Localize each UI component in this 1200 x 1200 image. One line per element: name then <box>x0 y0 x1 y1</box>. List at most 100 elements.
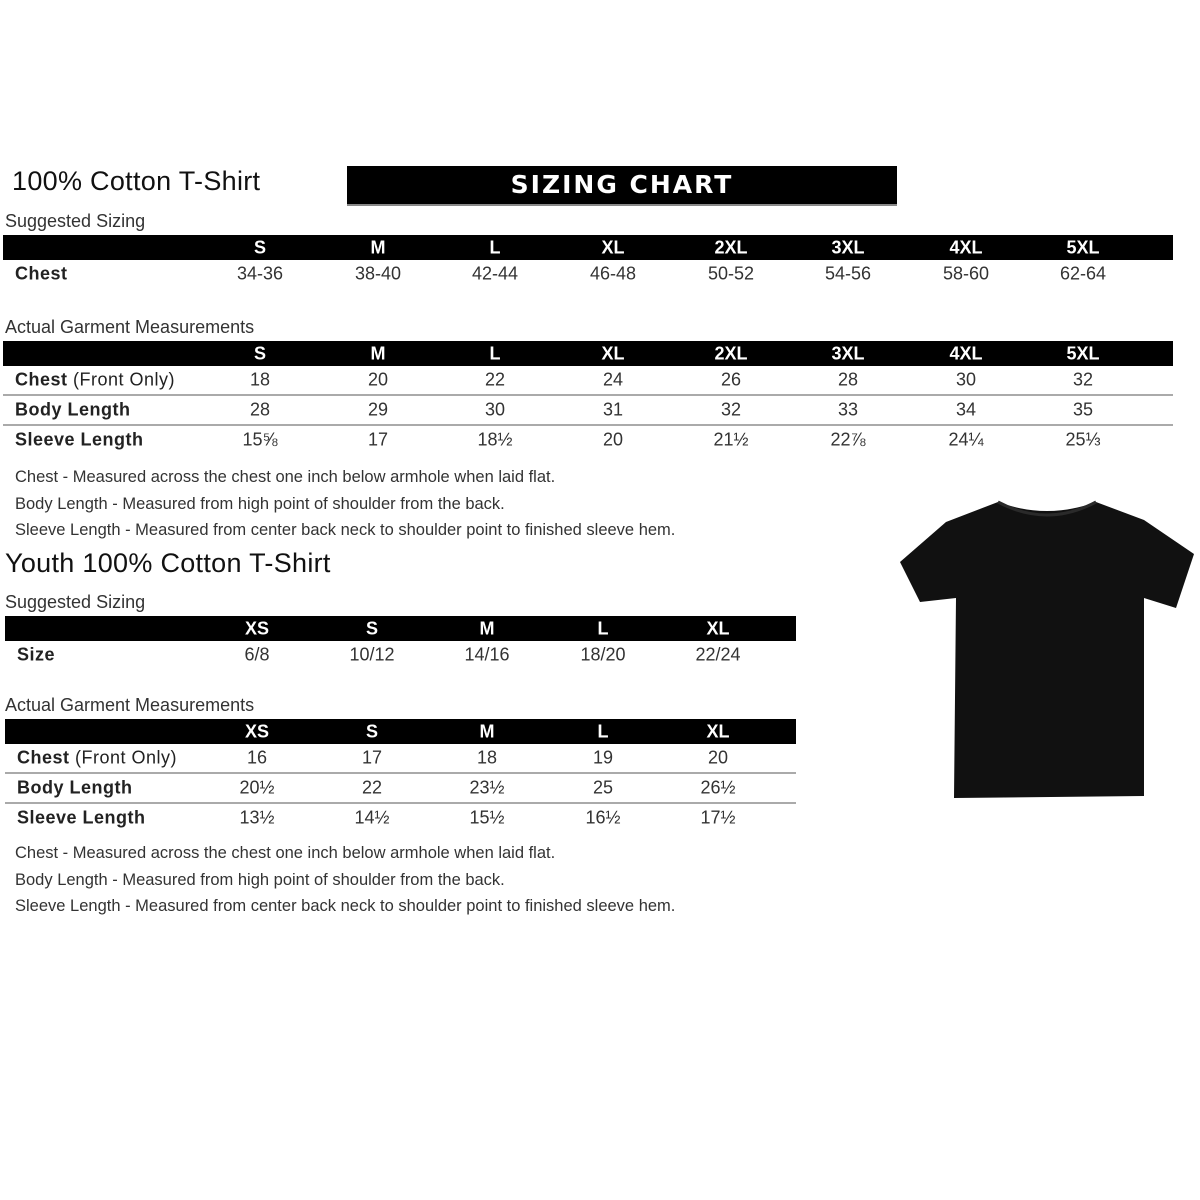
row-label: Body Length <box>15 400 131 421</box>
row-label-text: Size <box>17 644 56 665</box>
size-header-l: L <box>597 721 609 741</box>
size-header-s: S <box>253 237 267 257</box>
size-header-s: S <box>365 721 379 741</box>
adult-notes: Chest - Measured across the chest one in… <box>15 464 675 544</box>
table-row: Body Length 28 29 30 31 32 33 34 35 <box>3 396 1173 426</box>
table-cell: 17½ <box>700 807 736 828</box>
row-label: Chest <box>15 264 68 285</box>
table-cell: 26 <box>720 369 742 390</box>
table-cell: 29 <box>367 399 389 420</box>
table-cell: 22 <box>484 369 506 390</box>
table-cell: 14½ <box>354 807 390 828</box>
size-header-xl: XL <box>601 237 625 257</box>
table-cell: 42-44 <box>471 263 519 284</box>
size-header-3xl: 3XL <box>831 343 865 363</box>
table-cell: 46-48 <box>589 263 637 284</box>
note-line: Chest - Measured across the chest one in… <box>15 844 556 862</box>
row-label-text: Chest <box>17 747 70 768</box>
table-row: Chest 34-36 38-40 42-44 46-48 50-52 54-56 58-60… <box>3 260 1173 288</box>
size-header-2xl: 2XL <box>714 343 748 363</box>
table-cell: 30 <box>484 399 506 420</box>
size-header-xl: XL <box>601 343 625 363</box>
size-header-m: M <box>370 237 386 257</box>
table-cell: 18 <box>476 747 498 768</box>
table-cell: 24¼ <box>948 429 984 450</box>
row-label: Chest (Front Only) <box>15 370 175 391</box>
size-header-m: M <box>479 618 495 638</box>
table-cell: 24 <box>602 369 624 390</box>
size-header-m: M <box>479 721 495 741</box>
row-label: Sleeve Length <box>15 430 144 451</box>
youth-actual-label: Actual Garment Measurements <box>5 695 255 715</box>
adult-actual-label: Actual Garment Measurements <box>5 317 255 337</box>
size-header-row: XS S M L XL <box>5 719 796 744</box>
table-cell: 32 <box>1072 369 1094 390</box>
table-cell: 34 <box>955 399 977 420</box>
size-header-5xl: 5XL <box>1066 237 1100 257</box>
table-cell: 20½ <box>239 777 275 798</box>
table-cell: 20 <box>367 369 389 390</box>
table-cell: 62-64 <box>1059 263 1107 284</box>
adult-actual-table: S M L XL 2XL 3XL 4XL 5XL Chest (Front Only) 18 20 2… <box>3 341 1173 454</box>
table-cell: 30 <box>955 369 977 390</box>
row-label-text: Body Length <box>15 399 131 420</box>
youth-suggested-label: Suggested Sizing <box>5 592 146 612</box>
table-cell: 33 <box>837 399 859 420</box>
table-row: Body Length 20½ 22 23½ 25 26½ <box>5 774 796 804</box>
size-header-4xl: 4XL <box>949 343 983 363</box>
note-line: Sleeve Length - Measured from center bac… <box>15 521 676 539</box>
table-cell: 54-56 <box>824 263 872 284</box>
row-label-text: Chest <box>15 369 68 390</box>
row-label-text: Body Length <box>17 777 133 798</box>
row-label: Sleeve Length <box>17 808 146 829</box>
table-cell: 15⅝ <box>242 429 278 450</box>
size-header-row: XS S M L XL <box>5 616 796 641</box>
table-cell: 26½ <box>700 777 736 798</box>
table-cell: 16½ <box>585 807 621 828</box>
size-header-s: S <box>253 343 267 363</box>
size-header-row: S M L XL 2XL 3XL 4XL 5XL <box>3 235 1173 260</box>
table-cell: 14/16 <box>464 644 510 665</box>
table-cell: 21½ <box>713 429 749 450</box>
size-header-4xl: 4XL <box>949 237 983 257</box>
row-label: Chest (Front Only) <box>17 748 177 769</box>
table-row: Sleeve Length 15⅝ 17 18½ 20 21½ 22⅞ 24¼ 25⅓ <box>3 426 1173 454</box>
table-cell: 28 <box>249 399 271 420</box>
row-label-text: Sleeve Length <box>15 429 144 450</box>
table-row: Sleeve Length 13½ 14½ 15½ 16½ 17½ <box>5 804 796 832</box>
row-label-note: (Front Only) <box>73 369 176 390</box>
note-line: Sleeve Length - Measured from center bac… <box>15 897 676 915</box>
table-cell: 22 <box>361 777 383 798</box>
table-cell: 18½ <box>477 429 513 450</box>
table-cell: 23½ <box>469 777 505 798</box>
youth-suggested-table: XS S M L XL Size 6/8 10/12 14/16 18/20 22/24 <box>5 616 796 669</box>
table-cell: 34-36 <box>236 263 284 284</box>
size-header-m: M <box>370 343 386 363</box>
size-header-xs: XS <box>244 618 270 638</box>
size-header-s: S <box>365 618 379 638</box>
size-header-2xl: 2XL <box>714 237 748 257</box>
table-cell: 15½ <box>469 807 505 828</box>
table-cell: 25⅓ <box>1065 429 1101 450</box>
table-cell: 22⅞ <box>830 429 866 450</box>
size-header-xs: XS <box>244 721 270 741</box>
size-header-5xl: 5XL <box>1066 343 1100 363</box>
table-cell: 18 <box>249 369 271 390</box>
table-cell: 18/20 <box>580 644 626 665</box>
table-cell: 19 <box>592 747 614 768</box>
sizing-chart-banner: SIZING CHART <box>347 166 897 206</box>
table-cell: 17 <box>361 747 383 768</box>
table-cell: 20 <box>602 429 624 450</box>
table-cell: 20 <box>707 747 729 768</box>
table-cell: 22/24 <box>695 644 741 665</box>
table-cell: 58-60 <box>942 263 990 284</box>
size-header-3xl: 3XL <box>831 237 865 257</box>
note-line: Body Length - Measured from high point o… <box>15 494 505 513</box>
table-cell: 35 <box>1072 399 1094 420</box>
row-label: Body Length <box>17 778 133 799</box>
table-cell: 50-52 <box>707 263 755 284</box>
size-header-xl: XL <box>706 721 730 741</box>
size-header-l: L <box>489 237 501 257</box>
table-cell: 25 <box>592 777 614 798</box>
